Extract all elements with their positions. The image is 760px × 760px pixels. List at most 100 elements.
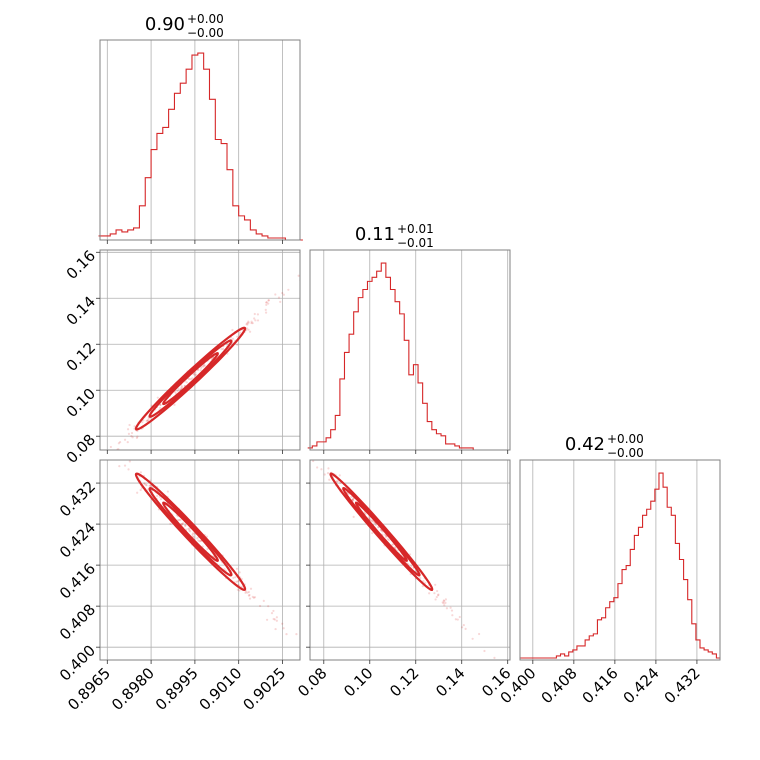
sample-point bbox=[250, 321, 253, 325]
sample-point bbox=[272, 617, 275, 621]
sample-point bbox=[194, 373, 197, 376]
contour-2-1-0 bbox=[354, 501, 408, 562]
sample-point bbox=[128, 423, 131, 427]
sample-point bbox=[203, 364, 206, 367]
sample-point bbox=[316, 456, 318, 458]
sample-point bbox=[265, 303, 268, 307]
sample-point bbox=[306, 442, 308, 444]
sample-point bbox=[200, 366, 203, 370]
sample-point bbox=[297, 274, 300, 277]
sample-point bbox=[441, 601, 444, 604]
sample-point bbox=[143, 482, 146, 485]
sample-point bbox=[244, 591, 247, 594]
sample-point bbox=[275, 616, 278, 619]
x-tick-label-param-2: 0.432 bbox=[661, 664, 704, 707]
sample-point bbox=[39, 372, 41, 374]
sample-point bbox=[352, 499, 355, 502]
sample-point bbox=[442, 601, 445, 605]
sample-point bbox=[285, 633, 288, 636]
sample-point bbox=[256, 319, 260, 322]
sample-point bbox=[428, 592, 431, 595]
sample-point bbox=[282, 627, 285, 630]
sample-point bbox=[249, 587, 253, 590]
sample-point bbox=[282, 293, 285, 296]
x-tick-label-param-1: 0.14 bbox=[432, 664, 468, 700]
sample-point bbox=[117, 442, 120, 445]
sample-point bbox=[146, 419, 149, 422]
title-minus-param-2: −0.00 bbox=[607, 446, 644, 460]
sample-point bbox=[483, 649, 486, 653]
sample-point bbox=[169, 522, 172, 525]
sample-point bbox=[451, 614, 454, 617]
sample-point bbox=[130, 431, 134, 435]
sample-point bbox=[267, 605, 270, 608]
sample-point bbox=[422, 579, 425, 583]
sample-point bbox=[351, 498, 354, 501]
sample-point bbox=[127, 432, 131, 435]
sample-point bbox=[246, 591, 249, 594]
sample-point bbox=[251, 595, 254, 598]
sample-point bbox=[248, 330, 252, 333]
sample-point bbox=[126, 441, 129, 444]
sample-point bbox=[203, 363, 206, 366]
sample-point bbox=[243, 371, 245, 373]
title-minus-param-1: −0.01 bbox=[397, 236, 434, 250]
sample-point bbox=[194, 374, 197, 377]
sample-point bbox=[126, 428, 130, 431]
sample-point bbox=[115, 457, 117, 459]
sample-point bbox=[117, 450, 119, 452]
sample-point bbox=[104, 454, 106, 456]
sample-point bbox=[181, 522, 184, 526]
sample-point bbox=[199, 369, 202, 372]
sample-point bbox=[462, 623, 465, 627]
sample-point bbox=[306, 666, 308, 668]
sample-point bbox=[279, 300, 282, 303]
sample-point bbox=[182, 522, 185, 525]
sample-point bbox=[443, 604, 446, 607]
sample-point bbox=[177, 387, 180, 391]
y-tick-label-param-1: 0.10 bbox=[63, 385, 99, 421]
sample-point bbox=[436, 589, 439, 593]
sample-point bbox=[369, 519, 373, 522]
x-tick-label-param-2: 0.424 bbox=[620, 664, 663, 707]
sample-point bbox=[370, 519, 374, 523]
sample-point bbox=[123, 438, 127, 441]
sample-point bbox=[275, 619, 278, 622]
panel-frame-2-0 bbox=[99, 459, 301, 661]
sample-point bbox=[250, 320, 253, 323]
sample-point bbox=[149, 484, 152, 487]
sample-point bbox=[274, 627, 277, 631]
sample-point bbox=[317, 455, 319, 457]
sample-point bbox=[246, 323, 249, 326]
sample-point bbox=[327, 467, 330, 470]
sample-point bbox=[264, 308, 267, 311]
panel-frame-0-0 bbox=[99, 39, 301, 241]
sample-point bbox=[386, 537, 389, 541]
sample-point bbox=[139, 488, 142, 492]
sample-point bbox=[315, 452, 317, 454]
y-tick-label-param-1: 0.16 bbox=[63, 247, 99, 283]
sample-point bbox=[115, 453, 117, 455]
sample-point bbox=[248, 597, 252, 600]
sample-point bbox=[199, 539, 202, 543]
sample-point bbox=[262, 599, 265, 603]
sample-point bbox=[238, 571, 241, 574]
sample-point bbox=[391, 543, 394, 546]
sample-point bbox=[180, 386, 183, 389]
sample-point bbox=[265, 618, 269, 621]
sample-point bbox=[191, 533, 194, 536]
sample-point bbox=[258, 604, 262, 608]
sample-point bbox=[383, 533, 386, 536]
sample-point bbox=[277, 296, 281, 299]
sample-point bbox=[248, 593, 251, 597]
sample-point bbox=[232, 576, 235, 579]
x-tick-label-param-0: 0.8980 bbox=[108, 664, 158, 714]
sample-point bbox=[173, 403, 176, 406]
sample-point bbox=[264, 311, 268, 314]
sample-point bbox=[387, 538, 391, 542]
sample-point bbox=[267, 299, 270, 302]
sample-point bbox=[181, 523, 184, 526]
sample-point bbox=[196, 537, 199, 540]
sample-point bbox=[128, 460, 131, 463]
panel-frame-2-2 bbox=[519, 459, 721, 661]
